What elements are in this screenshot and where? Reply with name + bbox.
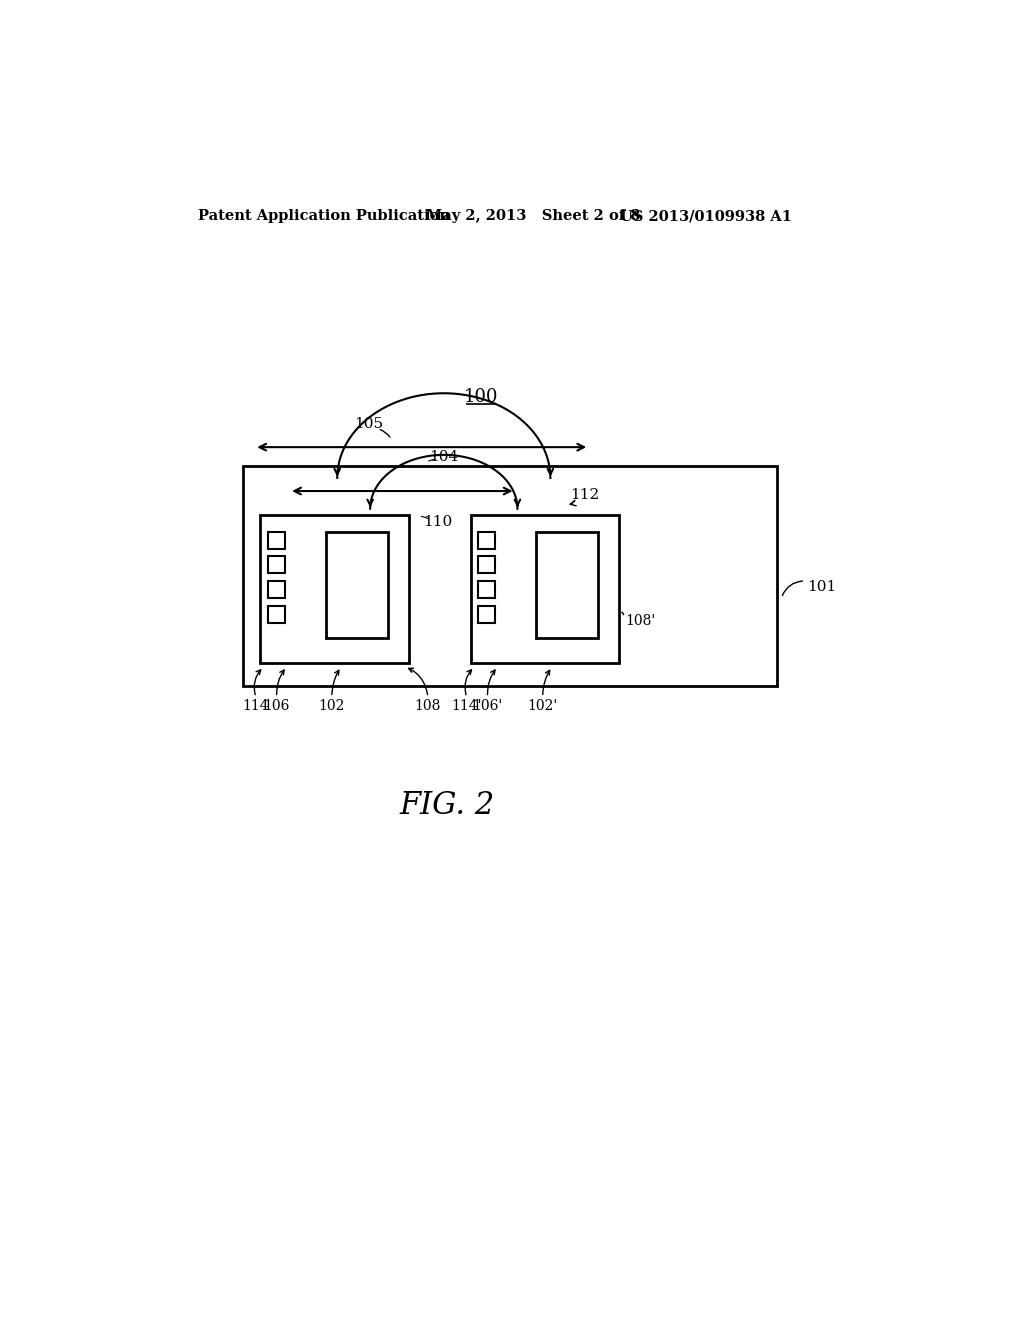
Bar bbox=[478, 532, 496, 549]
Text: 100: 100 bbox=[464, 388, 498, 407]
Text: May 2, 2013   Sheet 2 of 8: May 2, 2013 Sheet 2 of 8 bbox=[426, 209, 641, 223]
Text: 108': 108' bbox=[626, 614, 655, 628]
Text: FIG. 2: FIG. 2 bbox=[399, 789, 495, 821]
Text: 108: 108 bbox=[415, 700, 441, 713]
Text: 114': 114' bbox=[452, 700, 482, 713]
Bar bbox=[326, 532, 388, 638]
Text: 102: 102 bbox=[318, 700, 345, 713]
Bar bbox=[267, 557, 285, 573]
Bar bbox=[267, 532, 285, 549]
Text: 110: 110 bbox=[423, 515, 453, 529]
Text: US 2013/0109938 A1: US 2013/0109938 A1 bbox=[621, 209, 793, 223]
Bar bbox=[478, 557, 496, 573]
Bar bbox=[471, 515, 620, 663]
Bar bbox=[537, 532, 598, 638]
Bar bbox=[267, 606, 285, 623]
Text: 114: 114 bbox=[243, 700, 269, 713]
Text: 105: 105 bbox=[353, 417, 383, 432]
Text: Patent Application Publication: Patent Application Publication bbox=[198, 209, 450, 223]
Bar bbox=[478, 606, 496, 623]
Text: 112: 112 bbox=[569, 488, 599, 502]
Text: 106': 106' bbox=[472, 700, 503, 713]
Text: 101: 101 bbox=[807, 579, 837, 594]
Bar bbox=[478, 581, 496, 598]
Bar bbox=[260, 515, 409, 663]
Bar bbox=[267, 581, 285, 598]
Text: 102': 102' bbox=[527, 700, 558, 713]
Bar bbox=[243, 466, 777, 686]
Text: 106: 106 bbox=[263, 700, 290, 713]
Text: 104: 104 bbox=[430, 450, 459, 465]
